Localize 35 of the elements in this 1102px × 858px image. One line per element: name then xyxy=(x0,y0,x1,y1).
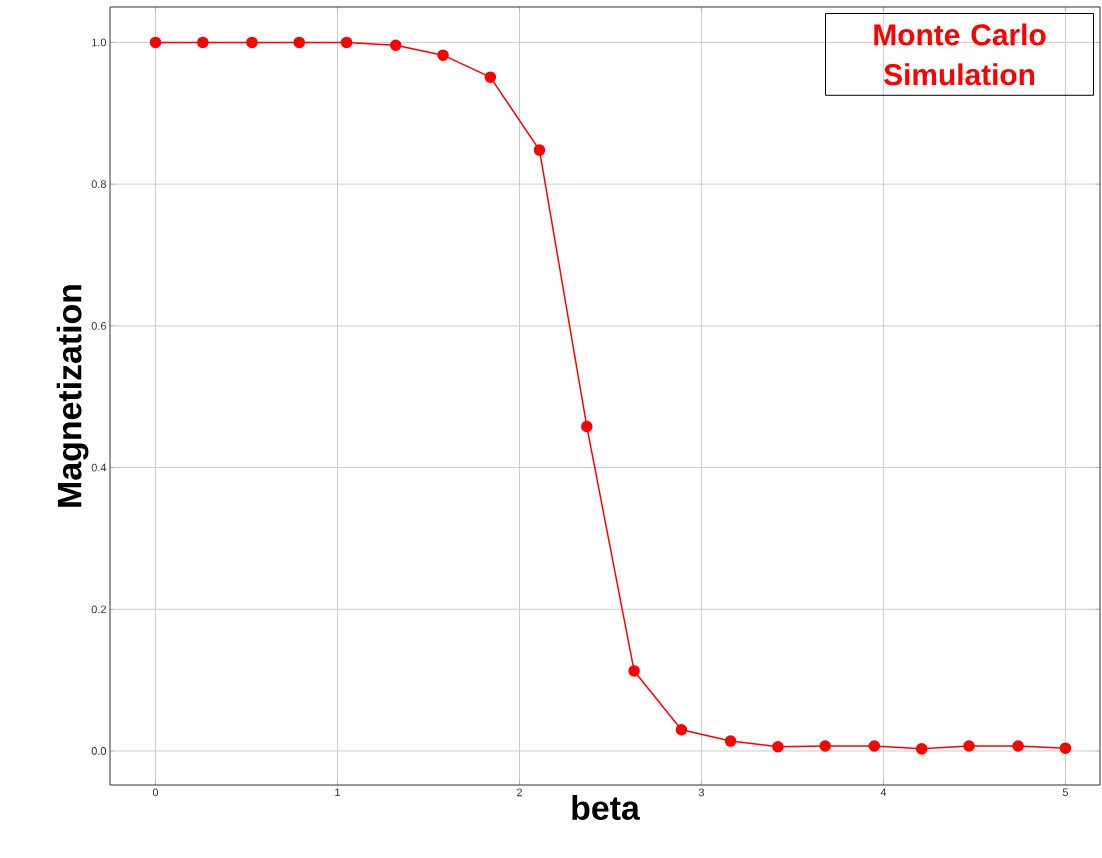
point xyxy=(293,36,306,49)
point xyxy=(533,144,546,156)
y-axis-title: Magnetization xyxy=(56,285,89,507)
point xyxy=(197,36,209,49)
point xyxy=(628,665,640,677)
y-tick-label: 0.0 xyxy=(91,747,107,755)
x-tick-label: 1 xyxy=(335,788,340,797)
point xyxy=(1012,740,1024,752)
x-tick-label: 3 xyxy=(698,788,705,797)
y-tick-label: 1.0 xyxy=(92,38,107,47)
x-axis-title: beta xyxy=(572,795,641,820)
x-tick-label: 0 xyxy=(152,788,159,797)
point xyxy=(1059,742,1072,754)
point xyxy=(246,36,258,49)
point xyxy=(437,49,449,61)
point xyxy=(149,36,162,49)
point xyxy=(675,723,688,736)
point xyxy=(868,740,881,752)
point xyxy=(484,71,497,83)
point xyxy=(819,740,831,752)
annotation: Monte Carlo Simulation xyxy=(874,23,1046,86)
point xyxy=(772,740,784,753)
y-tick-label: 0.2 xyxy=(91,605,106,614)
point xyxy=(389,39,402,51)
y-tick-label: 0.6 xyxy=(91,321,106,330)
y-tick-label: 0.4 xyxy=(91,463,107,472)
x-tick-label: 4 xyxy=(880,788,887,797)
point xyxy=(915,743,928,755)
point xyxy=(581,420,593,433)
x-tick-label: 5 xyxy=(1062,788,1069,797)
x-tick-label: 2 xyxy=(516,788,522,797)
point xyxy=(724,735,737,747)
point xyxy=(340,36,353,49)
point xyxy=(963,740,975,752)
y-tick-label: 0.8 xyxy=(91,180,106,189)
